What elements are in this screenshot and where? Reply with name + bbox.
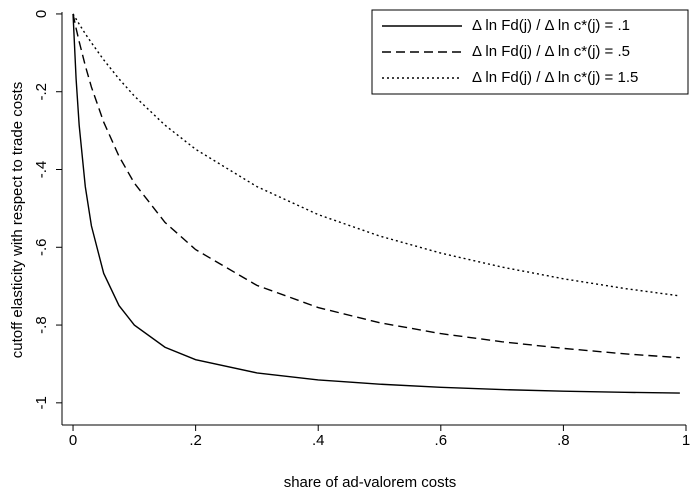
y-tick-label: -1 xyxy=(33,396,50,409)
x-tick-label: .4 xyxy=(312,432,325,449)
y-tick-label: -.2 xyxy=(33,83,50,101)
x-tick-label: .2 xyxy=(189,432,202,449)
legend-label: Δ ln Fd(j) / Δ ln c*(j) = .1 xyxy=(472,17,630,34)
x-axis-label: share of ad-valorem costs xyxy=(284,474,457,491)
y-tick-label: -.8 xyxy=(33,316,50,334)
legend-label: Δ ln Fd(j) / Δ ln c*(j) = .5 xyxy=(472,43,630,60)
x-tick-label: 1 xyxy=(682,432,690,449)
x-tick-label: .6 xyxy=(435,432,448,449)
line xyxy=(72,13,680,297)
y-tick-label: -.4 xyxy=(33,161,50,179)
line xyxy=(72,13,680,394)
x-tick-label: .8 xyxy=(557,432,570,449)
line xyxy=(72,13,680,359)
y-axis-label: cutoff elasticity with respect to trade … xyxy=(9,82,26,359)
legend-label: Δ ln Fd(j) / Δ ln c*(j) = 1.5 xyxy=(472,69,638,86)
y-tick-label: -.6 xyxy=(33,239,50,257)
y-tick-label: 0 xyxy=(33,10,50,18)
x-tick-label: 0 xyxy=(69,432,77,449)
